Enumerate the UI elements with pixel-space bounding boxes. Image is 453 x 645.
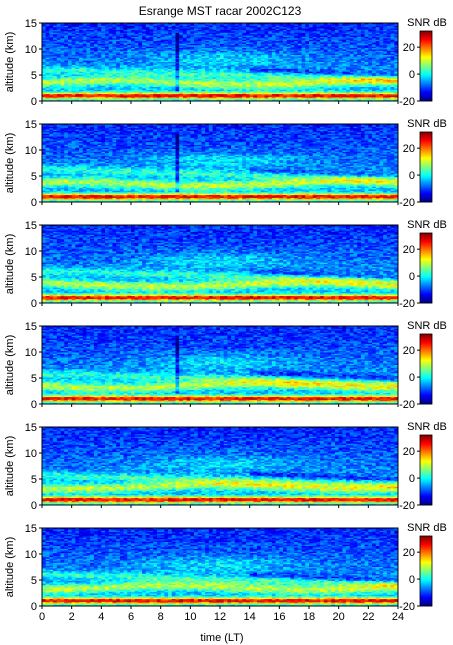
y-tick-label: 5 (31, 575, 37, 587)
y-tick-label: 0 (31, 601, 37, 613)
x-tick-label: 8 (158, 611, 164, 623)
colorbar-tick-label: 20 (403, 42, 415, 54)
y-axis-label: altitude (km) (4, 234, 16, 295)
colorbar-label: SNR dB (407, 219, 447, 231)
x-axis-label: time (LT) (200, 632, 243, 644)
colorbar-tick-label: 0 (409, 372, 415, 384)
x-tick-label: 24 (392, 611, 404, 623)
colorbar-label: SNR dB (407, 421, 447, 433)
y-tick-label: 0 (31, 399, 37, 411)
y-tick-label: 15 (25, 18, 37, 30)
y-tick-label: 5 (31, 171, 37, 183)
colorbar-label: SNR dB (407, 320, 447, 332)
x-tick-label: 10 (184, 611, 196, 623)
heatmap-panel-5 (42, 427, 399, 506)
colorbar (419, 232, 433, 304)
y-tick-label: 0 (31, 96, 37, 108)
colorbar-tick-label: -20 (399, 197, 415, 209)
colorbar (419, 535, 433, 607)
x-tick-label: 20 (333, 611, 345, 623)
x-tick-label: 14 (244, 611, 256, 623)
colorbar-tick-label: -20 (399, 399, 415, 411)
x-tick-label: 0 (39, 611, 45, 623)
y-tick-label: 15 (25, 119, 37, 131)
heatmap-panel-3 (42, 225, 399, 304)
colorbar-label: SNR dB (407, 522, 447, 534)
colorbar-tick-label: 0 (409, 574, 415, 586)
y-tick-label: 15 (25, 220, 37, 232)
y-tick-label: 10 (25, 246, 37, 258)
y-axis-label: altitude (km) (4, 537, 16, 598)
figure-title: Esrange MST racar 2002C123 (139, 4, 302, 18)
colorbar-tick-label: -20 (399, 601, 415, 613)
colorbar-tick-label: 20 (403, 345, 415, 357)
colorbar-label: SNR dB (407, 17, 447, 29)
y-tick-label: 5 (31, 70, 37, 82)
colorbar-tick-label: 0 (409, 473, 415, 485)
y-tick-label: 10 (25, 347, 37, 359)
y-tick-label: 10 (25, 448, 37, 460)
y-tick-label: 15 (25, 321, 37, 333)
colorbar-tick-label: 0 (409, 271, 415, 283)
x-tick-label: 18 (303, 611, 315, 623)
y-tick-label: 5 (31, 474, 37, 486)
colorbar-tick-label: -20 (399, 500, 415, 512)
colorbar-tick-label: -20 (399, 298, 415, 310)
colorbar-tick-label: 20 (403, 143, 415, 155)
colorbar-tick-label: 20 (403, 547, 415, 559)
y-tick-label: 15 (25, 523, 37, 535)
x-tick-label: 6 (128, 611, 134, 623)
y-axis-label: altitude (km) (4, 335, 16, 396)
y-axis-label: altitude (km) (4, 133, 16, 194)
x-tick-label: 12 (214, 611, 226, 623)
colorbar (419, 333, 433, 405)
y-tick-label: 15 (25, 422, 37, 434)
x-tick-label: 2 (69, 611, 75, 623)
y-tick-label: 10 (25, 145, 37, 157)
y-axis-label: altitude (km) (4, 32, 16, 93)
colorbar (419, 131, 433, 203)
y-axis-label: altitude (km) (4, 436, 16, 497)
y-tick-label: 0 (31, 500, 37, 512)
colorbar-tick-label: 0 (409, 69, 415, 81)
colorbar-tick-label: 0 (409, 170, 415, 182)
heatmap-panel-2 (42, 124, 399, 203)
y-tick-label: 5 (31, 272, 37, 284)
y-tick-label: 0 (31, 197, 37, 209)
colorbar (419, 30, 433, 102)
x-tick-label: 4 (98, 611, 104, 623)
x-tick-label: 16 (273, 611, 285, 623)
heatmap-panel-6 (42, 528, 399, 607)
colorbar-tick-label: -20 (399, 96, 415, 108)
colorbar (419, 434, 433, 506)
y-tick-label: 10 (25, 549, 37, 561)
colorbar-tick-label: 20 (403, 446, 415, 458)
y-tick-label: 10 (25, 44, 37, 56)
colorbar-tick-label: 20 (403, 244, 415, 256)
y-tick-label: 0 (31, 298, 37, 310)
y-tick-label: 5 (31, 373, 37, 385)
heatmap-panel-4 (42, 326, 399, 405)
colorbar-label: SNR dB (407, 118, 447, 130)
heatmap-panel-1 (42, 23, 399, 102)
x-tick-label: 22 (362, 611, 374, 623)
